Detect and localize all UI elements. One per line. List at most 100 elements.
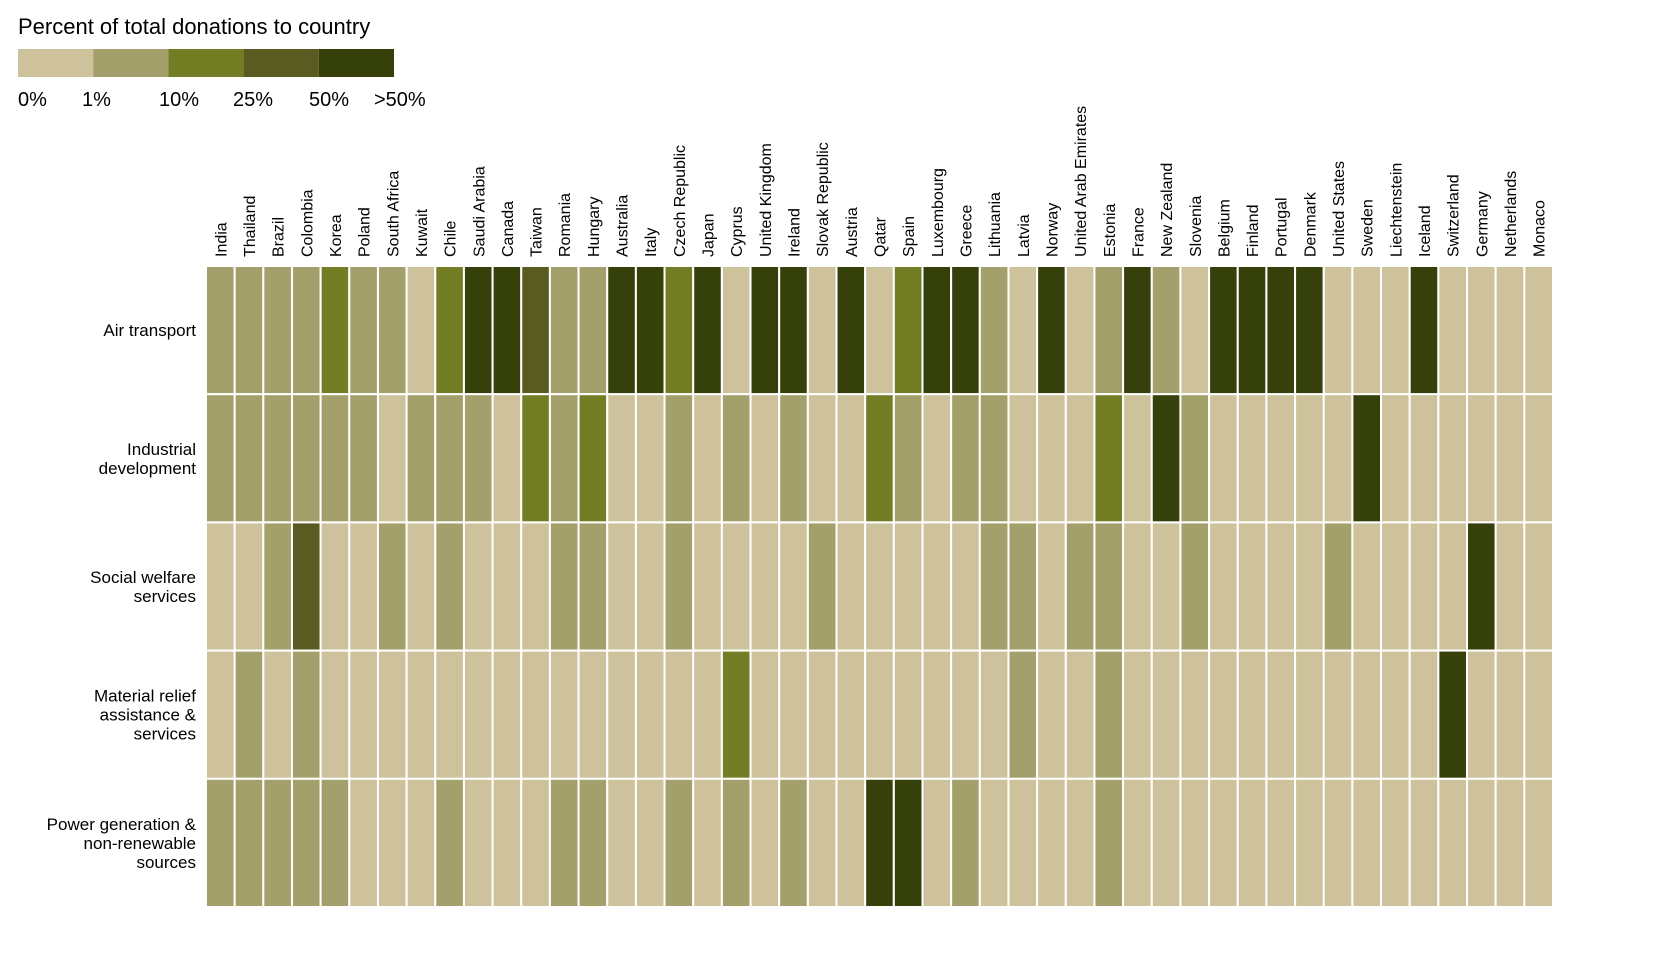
column-label: Sweden bbox=[1360, 199, 1377, 257]
heatmap-cell bbox=[1466, 265, 1497, 396]
heatmap-cell bbox=[892, 649, 924, 780]
heatmap-cell bbox=[548, 393, 580, 524]
heatmap-cell bbox=[1122, 265, 1153, 396]
heatmap-cell bbox=[1265, 777, 1297, 908]
heatmap-cell bbox=[1408, 393, 1440, 524]
heatmap-cell bbox=[634, 521, 666, 652]
heatmap-cell bbox=[663, 393, 695, 524]
heatmap-cell bbox=[749, 521, 781, 652]
heatmap-cell bbox=[978, 393, 1010, 524]
row-label-line: Industrial bbox=[127, 440, 196, 459]
heatmap-cell bbox=[520, 393, 551, 524]
heatmap-cell bbox=[520, 777, 551, 908]
heatmap-cell bbox=[1351, 265, 1383, 396]
heatmap-cell bbox=[806, 265, 838, 396]
heatmap-cell bbox=[1093, 649, 1125, 780]
heatmap-cell bbox=[720, 649, 752, 780]
heatmap-cell bbox=[233, 393, 265, 524]
column-label: Saudi Arabia bbox=[471, 166, 488, 257]
heatmap-cell bbox=[1437, 393, 1469, 524]
heatmap-cell bbox=[1523, 521, 1555, 652]
heatmap-cell bbox=[1265, 393, 1297, 524]
heatmap-cell bbox=[348, 649, 379, 780]
heatmap-cell bbox=[577, 649, 609, 780]
heatmap-cell bbox=[1437, 649, 1469, 780]
column-label: Spain bbox=[901, 216, 918, 257]
heatmap-cell bbox=[634, 649, 666, 780]
heatmap-cell bbox=[778, 521, 809, 652]
heatmap-cell bbox=[978, 265, 1010, 396]
heatmap-cell bbox=[1494, 777, 1526, 908]
column-label: Finland bbox=[1245, 205, 1262, 257]
heatmap-cell bbox=[1351, 777, 1383, 908]
heatmap-cell bbox=[434, 393, 465, 524]
heatmap-cell bbox=[1208, 521, 1239, 652]
legend-label: 50% bbox=[309, 89, 349, 111]
heatmap-cell bbox=[491, 777, 523, 908]
heatmap-cell bbox=[1064, 521, 1096, 652]
heatmap-cell bbox=[462, 265, 494, 396]
heatmap-cell bbox=[1122, 521, 1153, 652]
heatmap-cell bbox=[319, 649, 351, 780]
heatmap-cell bbox=[1380, 393, 1411, 524]
heatmap-cell bbox=[1380, 521, 1411, 652]
legend-label: >50% bbox=[374, 89, 426, 111]
heatmap-cell bbox=[548, 265, 580, 396]
heatmap-cell bbox=[692, 393, 723, 524]
heatmap-cell bbox=[720, 521, 752, 652]
heatmap-cell bbox=[1093, 777, 1125, 908]
heatmap-cell bbox=[892, 393, 924, 524]
heatmap-cell bbox=[663, 521, 695, 652]
column-label: Belgium bbox=[1216, 199, 1233, 257]
heatmap-cell bbox=[1179, 521, 1211, 652]
heatmap-cell bbox=[1494, 393, 1526, 524]
legend-title: Percent of total donations to country bbox=[18, 14, 370, 39]
heatmap-cell bbox=[376, 777, 408, 908]
heatmap-cell bbox=[1494, 265, 1526, 396]
heatmap-cell bbox=[1236, 265, 1268, 396]
heatmap-cell bbox=[262, 521, 293, 652]
heatmap-cell bbox=[663, 777, 695, 908]
heatmap-cell bbox=[290, 521, 322, 652]
heatmap-cell bbox=[606, 393, 637, 524]
heatmap-cell bbox=[434, 265, 465, 396]
column-label: Czech Republic bbox=[672, 145, 689, 257]
heatmap-cell bbox=[778, 393, 809, 524]
heatmap-cell bbox=[520, 521, 551, 652]
heatmap-cell bbox=[1322, 521, 1354, 652]
heatmap-cell bbox=[548, 777, 580, 908]
heatmap-cell bbox=[262, 649, 293, 780]
heatmap-cell bbox=[806, 777, 838, 908]
heatmap-cell bbox=[405, 393, 437, 524]
heatmap-cell bbox=[1150, 521, 1182, 652]
column-label: Netherlands bbox=[1503, 171, 1520, 257]
column-label: Switzerland bbox=[1446, 174, 1463, 257]
heatmap-cell bbox=[1494, 649, 1526, 780]
legend-swatch bbox=[243, 49, 319, 77]
heatmap-cell bbox=[921, 521, 953, 652]
heatmap-cell bbox=[835, 649, 867, 780]
heatmap-cell bbox=[290, 649, 322, 780]
heatmap-cell bbox=[778, 265, 809, 396]
heatmap-cell bbox=[835, 265, 867, 396]
heatmap-cell bbox=[1523, 265, 1555, 396]
heatmap-cell bbox=[950, 649, 981, 780]
heatmap-cell bbox=[491, 265, 523, 396]
column-label: Luxembourg bbox=[930, 168, 947, 257]
heatmap-cell bbox=[233, 777, 265, 908]
heatmap-cell bbox=[262, 265, 293, 396]
heatmap-cell bbox=[233, 265, 265, 396]
heatmap-cell bbox=[319, 265, 351, 396]
heatmap-cell bbox=[1523, 393, 1555, 524]
heatmap-cell bbox=[864, 777, 895, 908]
column-label: Qatar bbox=[873, 216, 890, 257]
row-label: Industrial development bbox=[99, 440, 197, 478]
heatmap-cell bbox=[205, 521, 236, 652]
heatmap-cell bbox=[892, 777, 924, 908]
column-label: Italy bbox=[643, 228, 660, 257]
heatmap-cell bbox=[1036, 393, 1067, 524]
column-label: Japan bbox=[701, 213, 718, 257]
heatmap-cell bbox=[319, 777, 351, 908]
heatmap-cell bbox=[1036, 521, 1067, 652]
heatmap-cell bbox=[376, 649, 408, 780]
